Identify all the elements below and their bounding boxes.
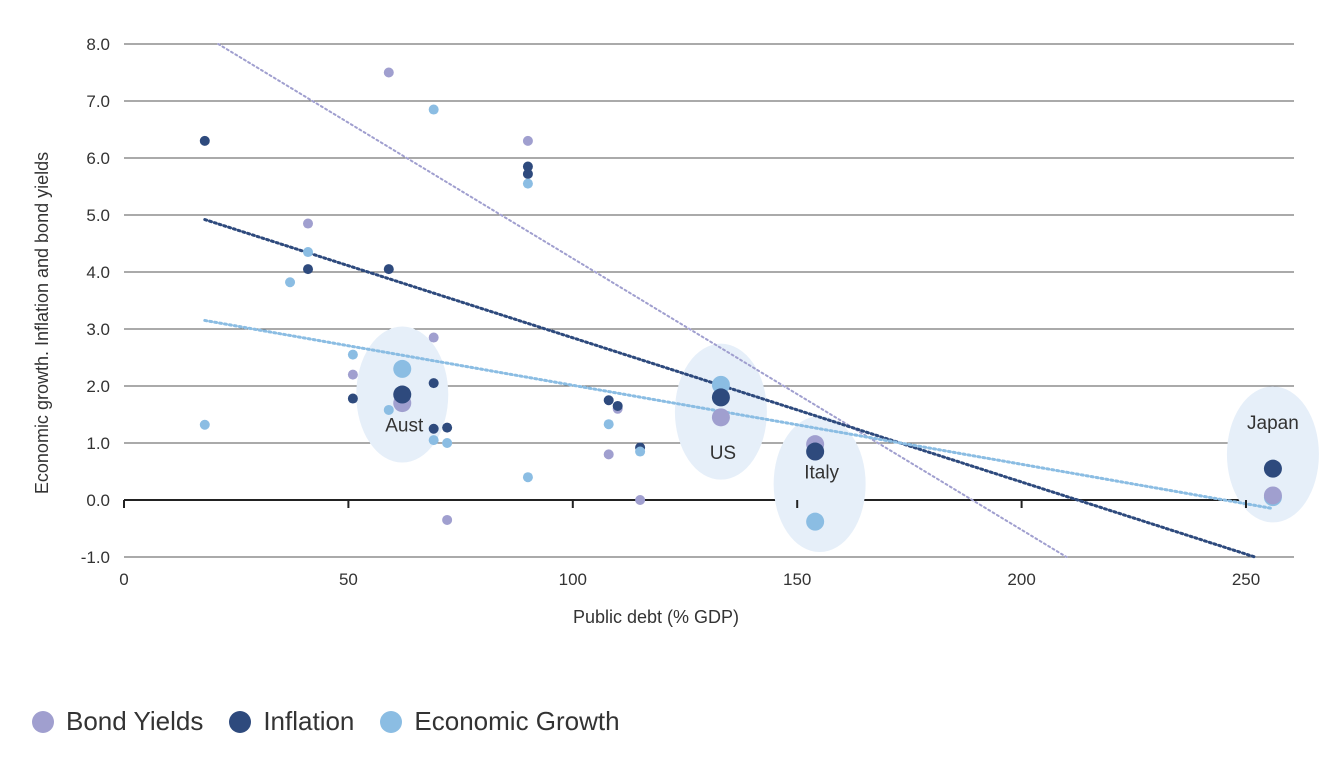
- data-point: [347, 349, 358, 360]
- data-point: [383, 404, 394, 415]
- data-point: [635, 495, 646, 505]
- x-tick-label: 250: [1232, 570, 1260, 589]
- data-point: [603, 419, 614, 430]
- highlight-point: [711, 408, 730, 427]
- y-tick-label: 7.0: [86, 92, 110, 111]
- data-point: [303, 247, 314, 258]
- data-point: [522, 472, 533, 483]
- data-point: [522, 168, 533, 179]
- inflation-marker-icon: [229, 710, 252, 733]
- data-point: [603, 395, 614, 406]
- economic-growth-marker-icon: [380, 710, 403, 733]
- axes: -1.0 0.0 1.0 2.0 3.0 4.0 5.0 6.0 7.0 8.0 0 50 100 150…: [81, 35, 1260, 589]
- highlight-label: US: [710, 443, 736, 464]
- y-tick-label: 4.0: [86, 263, 110, 282]
- highlight-label: Italy: [804, 462, 839, 483]
- trend-line: [203, 318, 1275, 511]
- bond-yields-marker-icon: [32, 710, 54, 733]
- highlight-point: [1263, 459, 1282, 478]
- data-point: [347, 393, 358, 404]
- data-point: [442, 438, 453, 448]
- country-highlights: [356, 326, 1319, 553]
- data-point: [635, 446, 646, 457]
- data-point: [522, 161, 533, 172]
- legend: Bond Yields Inflation Economic Growth: [32, 706, 620, 737]
- data-point: [428, 423, 439, 434]
- x-tick-label: 200: [1007, 570, 1035, 589]
- y-tick-label: 6.0: [86, 149, 110, 168]
- y-tick-label: 8.0: [86, 35, 110, 54]
- data-point: [428, 104, 439, 115]
- data-point: [603, 449, 614, 460]
- legend-item-economic-growth: Economic Growth: [380, 706, 620, 737]
- data-point: [442, 514, 453, 525]
- scatter-chart: Aust US Italy Japan -1.0 0.0 1.0 2.0 3.0 4.0 5.0 6…: [32, 35, 1319, 627]
- y-tick-label: 1.0: [86, 434, 110, 453]
- highlight-ellipse: [773, 416, 866, 553]
- grid-lines: [124, 43, 1294, 558]
- y-tick-label: -1.0: [81, 548, 110, 567]
- trend-line: [203, 218, 1257, 559]
- legend-item-inflation: Inflation: [229, 706, 354, 737]
- x-tick-label: 0: [119, 570, 128, 589]
- data-point: [347, 369, 358, 380]
- x-tick-label: 50: [339, 570, 358, 589]
- data-point: [285, 277, 296, 288]
- y-axis-label: Economic growth. Inflation and bond yiel…: [32, 152, 52, 494]
- highlight-point: [393, 385, 412, 404]
- data-points: Aust US Italy Japan: [199, 67, 1299, 531]
- x-tick-label: 150: [783, 570, 811, 589]
- highlight-point: [393, 359, 412, 378]
- highlight-point: [806, 512, 825, 531]
- y-tick-label: 2.0: [86, 377, 110, 396]
- x-axis-label: Public debt (% GDP): [573, 607, 739, 627]
- data-point: [303, 264, 314, 275]
- data-point: [199, 419, 210, 430]
- highlight-point: [1263, 486, 1282, 505]
- data-point: [428, 332, 439, 343]
- legend-label: Inflation: [263, 706, 355, 736]
- highlight-point: [711, 388, 730, 407]
- y-tick-label: 3.0: [86, 320, 110, 339]
- highlight-label: Japan: [1247, 413, 1299, 434]
- data-point: [612, 400, 623, 411]
- highlight-label: Aust: [385, 416, 424, 437]
- data-point: [383, 67, 394, 78]
- trend-lines: [203, 43, 1275, 559]
- y-tick-label: 5.0: [86, 206, 110, 225]
- data-point: [383, 264, 394, 275]
- y-tick-label: 0.0: [86, 491, 110, 510]
- data-point: [428, 378, 439, 389]
- trend-line: [217, 43, 1068, 558]
- data-point: [522, 135, 533, 146]
- highlight-point: [806, 442, 825, 461]
- data-point: [199, 135, 210, 146]
- legend-label: Economic Growth: [414, 706, 620, 736]
- data-point: [442, 422, 453, 433]
- highlight-point: [711, 375, 730, 394]
- data-point: [428, 435, 439, 446]
- legend-label: Bond Yields: [66, 706, 204, 736]
- data-point: [522, 178, 533, 189]
- data-point: [303, 218, 314, 229]
- legend-item-bond-yields: Bond Yields: [32, 706, 203, 737]
- highlight-ellipse: [1226, 386, 1319, 523]
- x-tick-label: 100: [559, 570, 587, 589]
